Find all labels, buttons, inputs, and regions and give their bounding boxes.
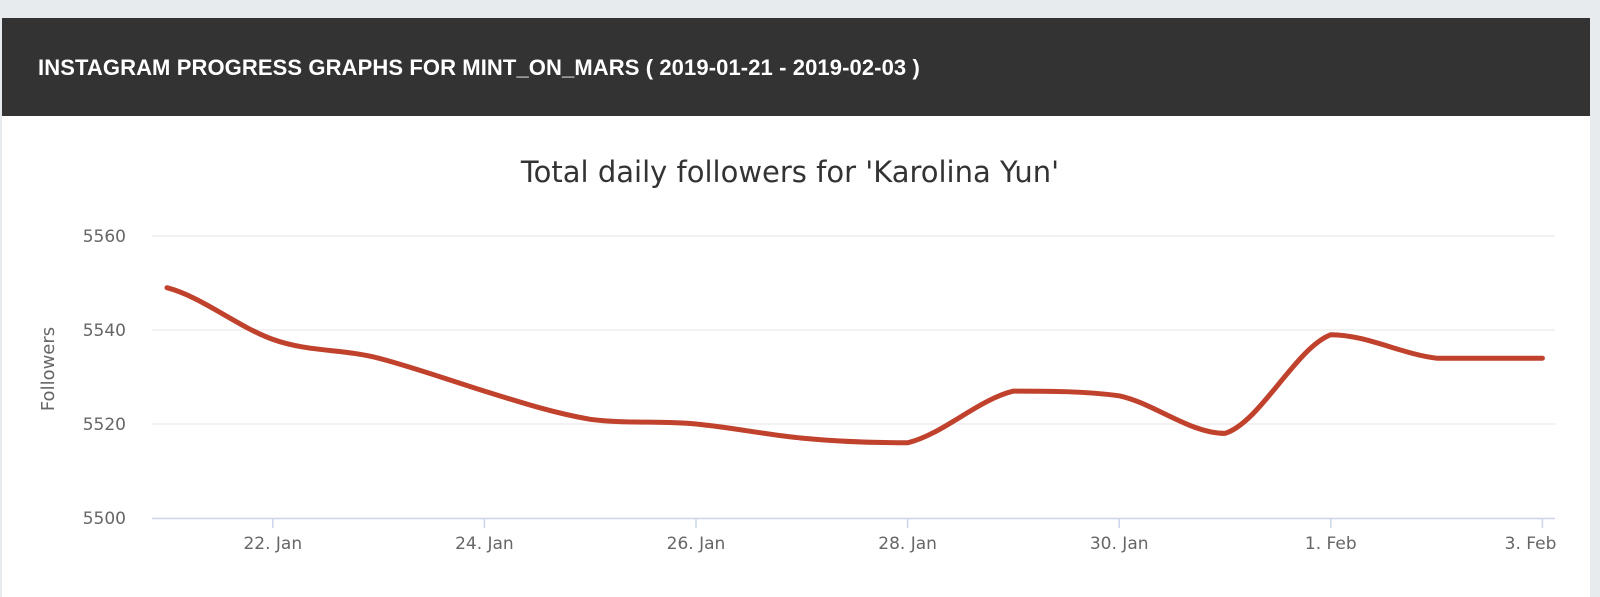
grid-lines: [152, 235, 1555, 425]
panel-header: INSTAGRAM PROGRESS GRAPHS FOR MINT_ON_MA…: [2, 18, 1590, 116]
y-axis-label: Followers: [38, 327, 59, 411]
x-tick-label: 24. Jan: [455, 534, 514, 554]
y-tick-label: 5520: [83, 415, 126, 435]
panel-title: INSTAGRAM PROGRESS GRAPHS FOR MINT_ON_MA…: [38, 55, 920, 80]
y-tick-label: 5540: [83, 321, 126, 341]
y-tick-label: 5560: [83, 227, 126, 247]
x-tick-label: 30. Jan: [1090, 534, 1149, 554]
graph-panel: INSTAGRAM PROGRESS GRAPHS FOR MINT_ON_MA…: [2, 18, 1590, 597]
x-tick-label: 3. Feb: [1505, 534, 1557, 554]
x-axis: 22. Jan 24. Jan 26. Jan 28. Jan 30. Jan 1. Fe…: [152, 517, 1557, 554]
x-tick-label: 28. Jan: [878, 534, 937, 554]
y-axis-ticks: 5500 5520 5540 5560: [83, 227, 126, 529]
x-tick-label: 26. Jan: [667, 534, 726, 554]
chart-title: Total daily followers for 'Karolina Yun': [520, 155, 1059, 189]
x-tick-label: 1. Feb: [1305, 534, 1357, 554]
series-layer: [164, 285, 1545, 446]
x-tick-label: 22. Jan: [243, 534, 302, 554]
followers-series-line: [164, 285, 1545, 446]
y-tick-label: 5500: [83, 509, 126, 529]
